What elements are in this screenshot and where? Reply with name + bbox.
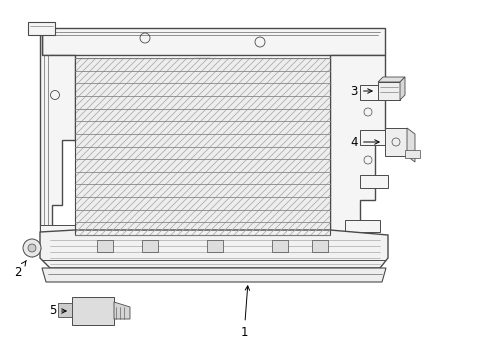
Bar [77, 302, 88, 310]
Polygon shape [378, 77, 405, 82]
Circle shape [28, 244, 36, 252]
Polygon shape [114, 302, 130, 319]
Polygon shape [97, 240, 113, 252]
Polygon shape [405, 150, 420, 158]
Polygon shape [142, 240, 158, 252]
Circle shape [23, 239, 41, 257]
Polygon shape [40, 225, 75, 235]
Polygon shape [72, 297, 114, 325]
Polygon shape [40, 230, 388, 268]
Text: 5: 5 [49, 305, 66, 318]
Text: 2: 2 [15, 260, 26, 279]
Polygon shape [42, 268, 386, 282]
Polygon shape [40, 22, 75, 230]
Polygon shape [195, 58, 210, 235]
Polygon shape [28, 22, 55, 35]
Polygon shape [360, 85, 395, 100]
Polygon shape [75, 58, 330, 235]
Polygon shape [272, 240, 288, 252]
Polygon shape [58, 303, 72, 317]
Polygon shape [360, 175, 388, 188]
Polygon shape [330, 55, 385, 258]
Bar [77, 313, 88, 321]
Polygon shape [385, 128, 407, 156]
Text: 4: 4 [350, 135, 379, 149]
Polygon shape [345, 220, 380, 232]
Bar [93, 313, 104, 321]
Text: 3: 3 [351, 85, 372, 98]
Text: 1: 1 [241, 286, 249, 338]
Polygon shape [407, 128, 415, 162]
Polygon shape [360, 130, 390, 145]
Polygon shape [378, 82, 400, 100]
Polygon shape [42, 28, 385, 55]
Polygon shape [207, 240, 223, 252]
Polygon shape [312, 240, 328, 252]
Bar [93, 302, 104, 310]
Polygon shape [400, 77, 405, 100]
